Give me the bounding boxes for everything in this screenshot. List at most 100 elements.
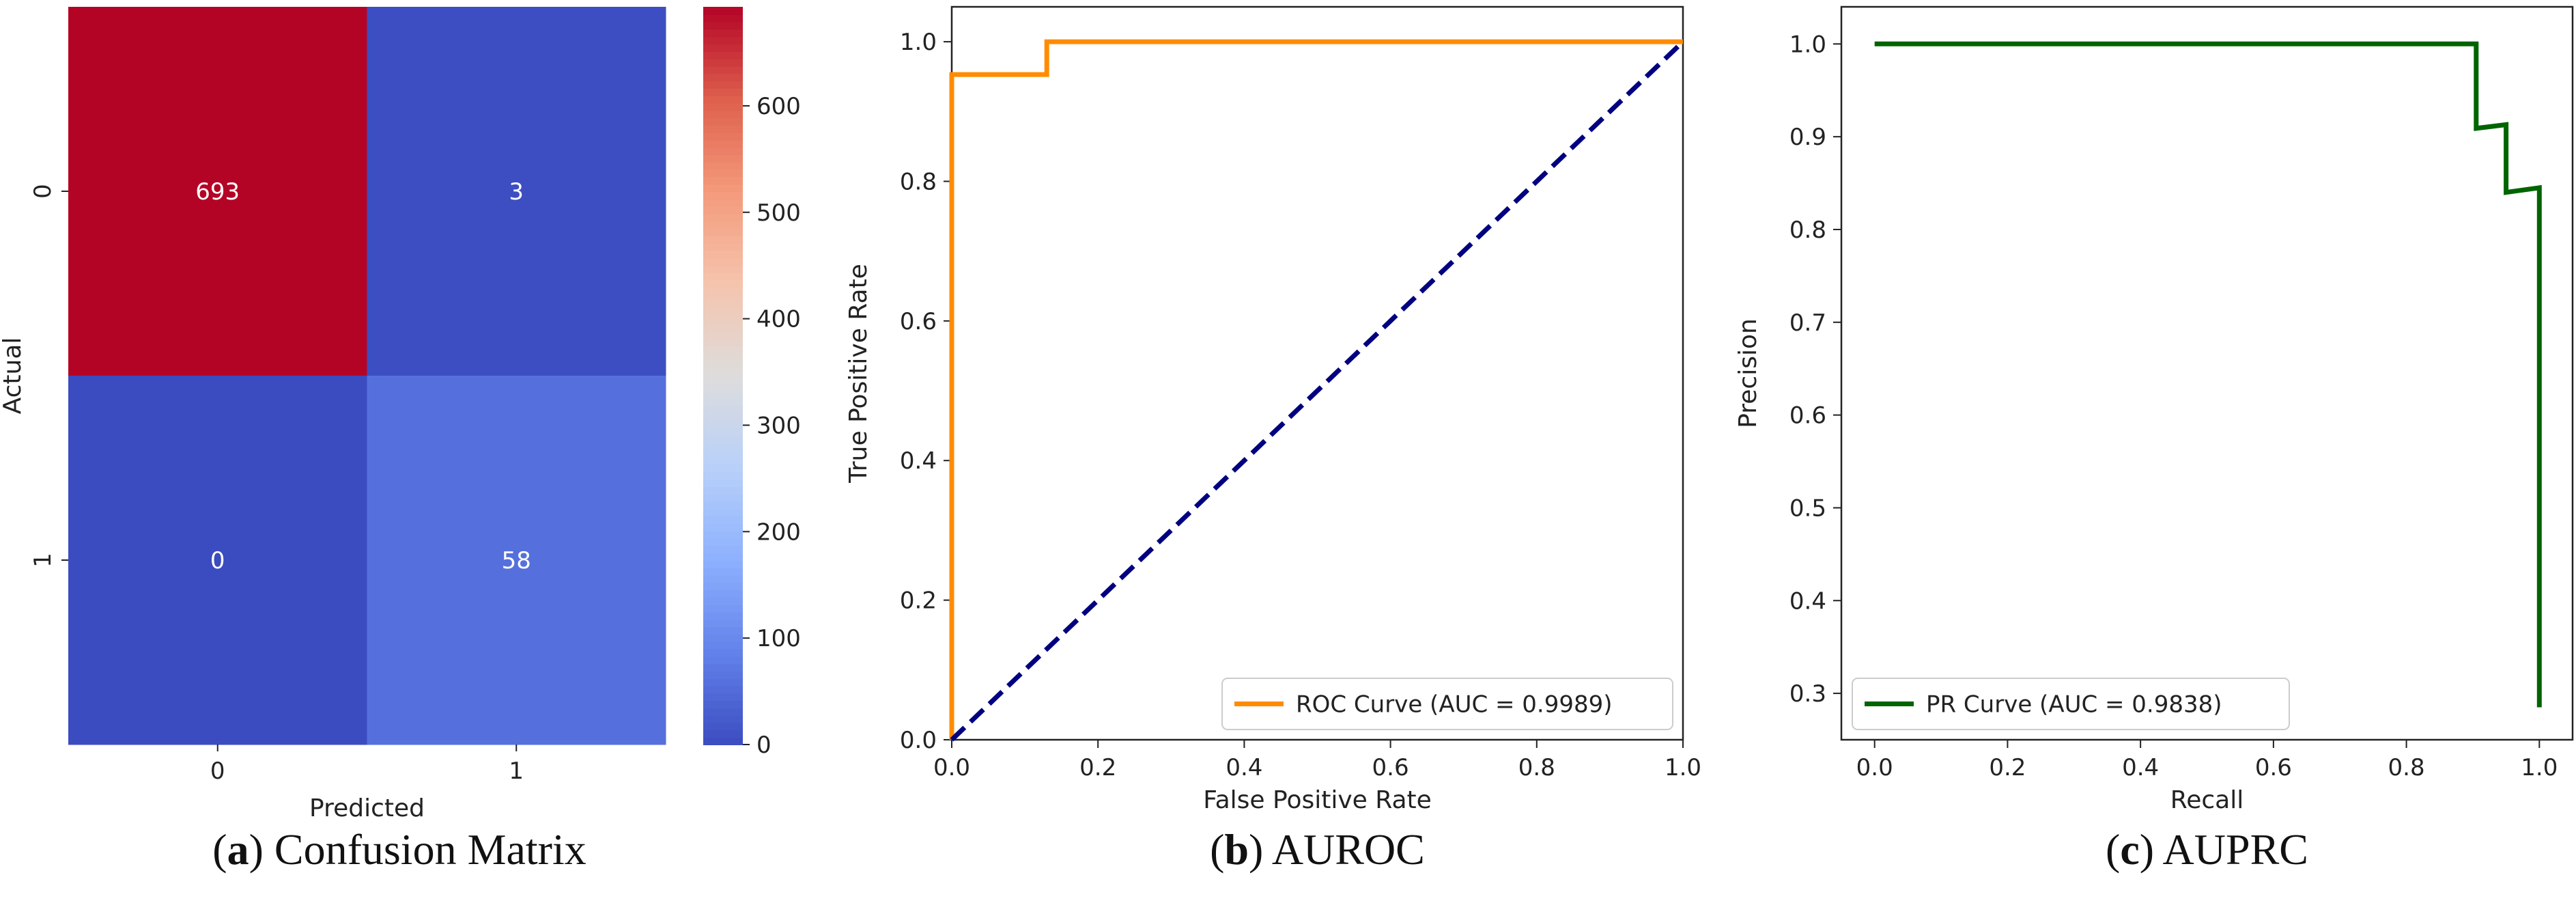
y-tick-label: 0.4 [900,447,937,475]
colorbar-segment [703,693,743,701]
colorbar-segment [703,626,743,635]
x-tick-label: 1.0 [2521,754,2558,781]
cell-value-label: 693 [195,178,240,206]
panel-caption: (a) Confusion Matrix [212,825,586,874]
colorbar-segment [703,29,743,38]
legend-entry: ROC Curve (AUC = 0.9989) [1296,691,1613,719]
colorbar-segment [703,228,743,236]
y-tick-label: 0.0 [900,727,937,754]
colorbar-segment [703,714,743,723]
colorbar-segment [703,213,743,222]
x-tick-label: 0.6 [2255,754,2292,781]
x-axis-label: False Positive Rate [1203,786,1432,814]
colorbar-segment [703,634,743,642]
colorbar-segment [703,139,743,148]
colorbar-segment [703,316,743,325]
series-line [949,39,1683,740]
colorbar-segment [703,124,743,133]
colorbar-segment [703,154,743,163]
series-line [1874,41,2542,708]
legend-box [1221,678,1673,730]
colorbar-segment [703,324,743,333]
colorbar-segment [703,405,743,413]
caption-close: ) AUROC [1249,825,1425,874]
x-tick-label: 1.0 [1665,754,1701,781]
colorbar-segment [703,390,743,399]
caption-close: ) Confusion Matrix [249,825,586,874]
diagonal-reference-line [950,40,1685,742]
x-tick-label: 0.0 [1856,754,1893,781]
colorbar-segment [703,574,743,583]
x-axis-label: Predicted [309,794,425,822]
colorbar-tick-label: 200 [756,518,801,546]
y-tick-label: 1.0 [1789,31,1826,58]
colorbar-segment [703,169,743,178]
colorbar-segment [703,560,743,568]
y-axis-label: Actual [0,337,27,415]
colorbar-segment [703,132,743,141]
colorbar-segment [703,44,743,52]
colorbar-segment [703,641,743,650]
y-tick-label: 0.8 [900,168,937,195]
y-tick-label: 0.7 [1789,309,1826,337]
confusion-matrix-panel: 693 3 0 58 0 1 Predicted 0 1 Actual 0 100 200 300 400 5… [0,7,801,874]
x-tick-label: 0.6 [1372,754,1409,781]
heatmap-cell [367,7,666,376]
colorbar-segment [703,235,743,244]
colorbar-segment [703,398,743,406]
y-tick-label: 0.3 [1789,680,1826,708]
colorbar-segment [703,258,743,266]
heatmap-cell [68,376,367,745]
colorbar-segment [703,656,743,665]
x-tick-label: 0.8 [1518,754,1555,781]
colorbar-segment [703,611,743,620]
colorbar-segment [703,58,743,67]
x-tick-label: 0.0 [933,754,970,781]
colorbar-segment [703,567,743,576]
colorbar-tick-label: 400 [756,306,801,333]
colorbar-segment [703,309,743,318]
x-axis-label: Recall [2170,786,2244,814]
colorbar-segment [703,346,743,355]
colorbar-segment [703,250,743,259]
caption-open: ( [2106,825,2120,874]
colorbar-segment [703,36,743,44]
colorbar-segment [703,87,743,96]
colorbar-segment [703,685,743,694]
colorbar-segment [703,434,743,443]
y-tick-label: 0.6 [1789,402,1826,430]
y-tick-label: 0.5 [1789,495,1826,522]
colorbar-segment [703,66,743,74]
colorbar-segment [703,700,743,708]
colorbar-segment [703,413,743,421]
colorbar-segment [703,604,743,613]
colorbar-segment [703,110,743,118]
caption-open: ( [1210,825,1224,874]
colorbar-segment [703,538,743,546]
colorbar-segment [703,339,743,347]
colorbar-segment [703,648,743,657]
colorbar-segment [703,294,743,303]
colorbar-segment [703,471,743,480]
y-tick-label: 0 [29,184,57,199]
panel-caption: (c) AUPRC [2106,825,2308,874]
colorbar-segment [703,376,743,384]
colorbar-segment [703,383,743,391]
legend-box [1852,678,2290,730]
legend-entry: PR Curve (AUC = 0.9838) [1926,691,2222,719]
colorbar-segment [703,368,743,376]
colorbar-tick-label: 600 [756,93,801,120]
colorbar-segment [703,191,743,199]
colorbar-segment [703,206,743,214]
colorbar-segment [703,464,743,473]
colorbar-segment [703,95,743,104]
colorbar-segment [703,7,743,15]
colorbar-segment [703,102,743,111]
colorbar-segment [703,530,743,539]
heatmap-cell [68,7,367,376]
colorbar-segment [703,722,743,731]
colorbar-segment [703,117,743,126]
colorbar-segment [703,516,743,524]
colorbar-segment [703,353,743,362]
